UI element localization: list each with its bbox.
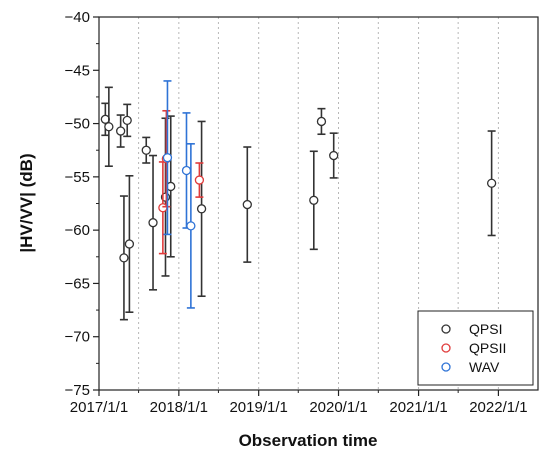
data-point-qpsi — [122, 115, 132, 126]
x-axis-title: Observation time — [239, 431, 378, 450]
y-tick-label: −55 — [65, 169, 90, 186]
legend: QPSI QPSII WAV — [417, 310, 534, 386]
x-tick-label: 2018/1/1 — [150, 399, 208, 416]
legend-label-qpsii: QPSII — [469, 340, 506, 356]
legend-box — [417, 310, 534, 386]
legend-label-wav: WAV — [469, 359, 500, 375]
x-tick-label: 2020/1/1 — [309, 399, 367, 416]
y-tick-label: −60 — [65, 222, 90, 239]
data-series — [100, 80, 497, 321]
data-point-qpsi — [116, 126, 126, 136]
x-tick-label: 2022/1/1 — [469, 399, 527, 416]
data-point-qpsi — [309, 195, 319, 205]
data-point-qpsi — [104, 122, 114, 132]
y-tick-label: −70 — [65, 329, 90, 346]
y-axis-title: |HV/VV| (dB) — [17, 153, 36, 252]
data-point-qpsi — [316, 116, 327, 127]
data-point-qpsi — [148, 218, 158, 228]
data-point-qpsi — [196, 204, 207, 214]
data-point-qpsi — [486, 178, 497, 188]
data-point-qpsi — [242, 199, 252, 210]
legend-marker-qpsi — [441, 324, 451, 334]
y-tick-label: −45 — [65, 62, 90, 79]
data-point-qpsi — [141, 145, 151, 155]
y-tick-label: −65 — [65, 275, 90, 292]
y-tick-label: −75 — [65, 382, 90, 399]
y-tick-label: −40 — [65, 9, 90, 26]
legend-marker-qpsii — [441, 343, 451, 353]
data-point-wav — [186, 221, 196, 231]
x-tick-label: 2019/1/1 — [229, 399, 287, 416]
legend-label-qpsi: QPSI — [469, 321, 502, 337]
data-point-wav — [162, 153, 173, 163]
data-point-qpsi — [119, 253, 129, 263]
data-point-qpsi — [124, 239, 135, 249]
x-tick-label: 2021/1/1 — [389, 399, 447, 416]
axis-ticks: 2017/1/1 2018/1/1 2019/1/1 2020/1/1 2021/1/1… — [65, 9, 528, 416]
legend-marker-wav — [441, 362, 451, 372]
y-tick-label: −50 — [65, 116, 90, 133]
data-point-qpsi — [329, 150, 339, 161]
data-point-wav — [181, 165, 192, 176]
data-point-qpsii — [194, 175, 205, 185]
x-tick-label: 2017/1/1 — [70, 399, 128, 416]
